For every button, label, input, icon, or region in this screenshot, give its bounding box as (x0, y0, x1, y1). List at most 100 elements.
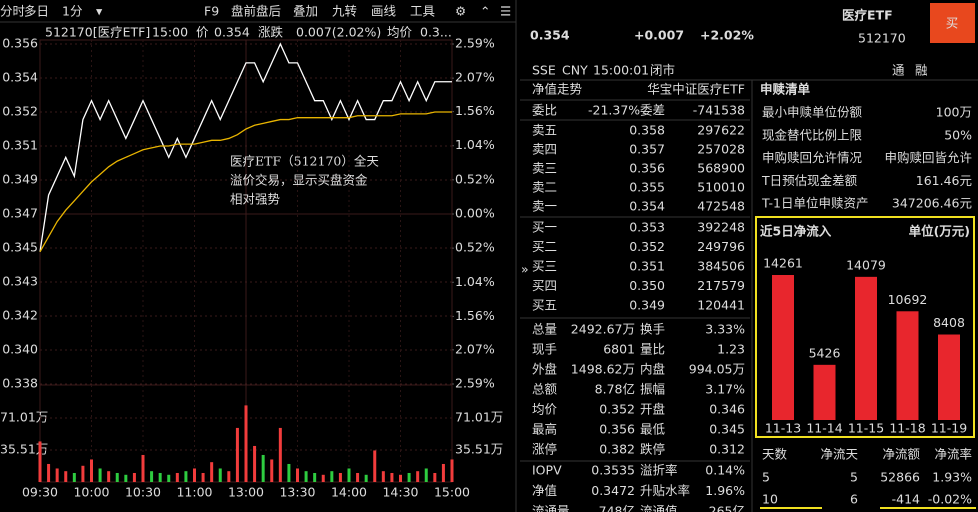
stat-value: 0.3535 (591, 463, 635, 478)
volume-bar (227, 471, 231, 482)
stat-label: 升贴水率 (640, 483, 690, 498)
buy-label[interactable]: 买 (946, 16, 959, 31)
volume-bar (407, 472, 411, 482)
value: -21.37% (588, 103, 640, 118)
toolbar-item[interactable]: 盘前盘后 (231, 4, 281, 19)
buy-button[interactable] (930, 3, 975, 43)
stat-label: 最低 (640, 422, 666, 437)
volume-bar (150, 471, 154, 482)
menu-icon[interactable]: ☰ (500, 4, 511, 19)
stat-value: 265亿 (709, 504, 745, 512)
table-header: 天数 (762, 447, 788, 462)
volume-bar (416, 471, 420, 482)
stat-label: 流通值 (640, 504, 678, 512)
table-header: 净流额 (882, 447, 920, 462)
stat-label: 换手 (640, 322, 665, 337)
status-icon[interactable]: 融 (915, 63, 928, 78)
x-tick-label: 11:00 (176, 485, 212, 500)
table-cell: 52866 (880, 470, 920, 485)
toolbar-item[interactable]: F9 (204, 4, 219, 19)
volume-bar (132, 472, 136, 482)
order-label: 卖三 (532, 161, 557, 176)
order-label: 买四 (532, 278, 557, 293)
table-cell: 5 (762, 470, 770, 485)
order-label: 卖二 (532, 180, 557, 195)
y-tick-label: 0.354 (2, 70, 38, 85)
volume-bar (72, 472, 76, 482)
order-volume: 120441 (697, 298, 745, 313)
stat-value: 8.78亿 (595, 382, 635, 397)
y-tick-label: 0.347 (2, 206, 38, 221)
y2-tick-label: 0.52% (455, 171, 495, 186)
creation-label: 现金替代比例上限 (762, 127, 863, 142)
volume-bar (210, 462, 214, 482)
y-tick-label: 0.343 (2, 274, 38, 289)
volume-bar (441, 463, 445, 482)
status-icon[interactable]: 通 (892, 63, 905, 78)
chart-header: 0.007(2.02%) (296, 25, 381, 40)
creation-value: 347206.46元 (892, 196, 972, 211)
volume-bar (347, 468, 351, 482)
order-price: 0.355 (629, 180, 665, 195)
volume-bar (433, 472, 437, 482)
toolbar-item[interactable]: 叠加 (293, 4, 318, 19)
stat-value: 0.356 (599, 422, 635, 437)
toolbar-item[interactable]: 1分 (62, 4, 82, 19)
volume-bar (253, 445, 257, 482)
volume-bar (235, 427, 239, 482)
volume-bar (330, 471, 334, 482)
section-title: 申赎清单 (760, 82, 811, 97)
y2-tick-label: 1.04% (455, 274, 495, 289)
chart-header: 价 (196, 25, 209, 40)
table-cell: 5 (850, 470, 858, 485)
y2-tick-label: 1.56% (455, 103, 495, 118)
order-label: 买五 (532, 298, 557, 313)
volume-bar (55, 468, 59, 482)
dropdown-arrow[interactable]: ▾ (96, 4, 103, 19)
volume-bar (356, 472, 360, 482)
expand-icon[interactable]: ⌃ (480, 4, 490, 19)
chart-header: 15:00 (152, 25, 188, 40)
volume-bar (201, 472, 205, 482)
order-price: 0.353 (629, 220, 665, 235)
stat-label: 净值 (532, 483, 557, 498)
toolbar-item[interactable]: 画线 (371, 4, 397, 19)
chart-header: 均价 (387, 25, 413, 40)
creation-value: 100万 (936, 105, 972, 120)
stat-value: 0.382 (599, 442, 635, 457)
y-tick-label: 0.340 (2, 342, 38, 357)
order-price: 0.358 (629, 123, 665, 138)
stat-label: 现手 (532, 342, 557, 357)
toolbar-item[interactable]: 多日 (24, 4, 49, 19)
volume-tick-label: 71.01万 (455, 410, 503, 425)
stat-value: 994.05万 (689, 362, 745, 377)
toolbar-item[interactable]: 分时 (0, 4, 26, 19)
x-tick-label: 10:00 (73, 485, 109, 500)
collapse-arrow[interactable]: » (521, 262, 529, 277)
status: 闭市 (650, 63, 675, 78)
bar-value-label: 14079 (846, 257, 886, 272)
bar (813, 364, 836, 420)
y2-tick-label: 2.07% (455, 70, 495, 85)
y2-tick-label: 1.04% (455, 137, 495, 152)
toolbar-item[interactable]: 九转 (332, 4, 357, 19)
settings-icon[interactable]: ⚙ (455, 4, 466, 19)
y2-tick-label: 2.59% (455, 36, 495, 51)
average-line (39, 111, 452, 253)
volume-bar (321, 474, 325, 482)
stat-label: 总额 (532, 382, 558, 397)
y-tick-label: 0.349 (2, 172, 38, 187)
order-volume: 297622 (697, 123, 745, 138)
x-tick-label: 13:30 (279, 485, 315, 500)
volume-bar (124, 474, 128, 482)
order-price: 0.350 (629, 278, 665, 293)
toolbar-item[interactable]: 工具 (410, 4, 436, 19)
volume-bar (364, 474, 368, 482)
stat-value: 3.33% (705, 322, 745, 337)
creation-label: 最小申赎单位份额 (762, 105, 863, 120)
order-price: 0.352 (629, 239, 665, 254)
annotation: 相对强势 (230, 192, 281, 207)
price: 0.354 (530, 28, 570, 43)
value: -741538 (693, 103, 745, 118)
volume-bar (450, 459, 454, 482)
